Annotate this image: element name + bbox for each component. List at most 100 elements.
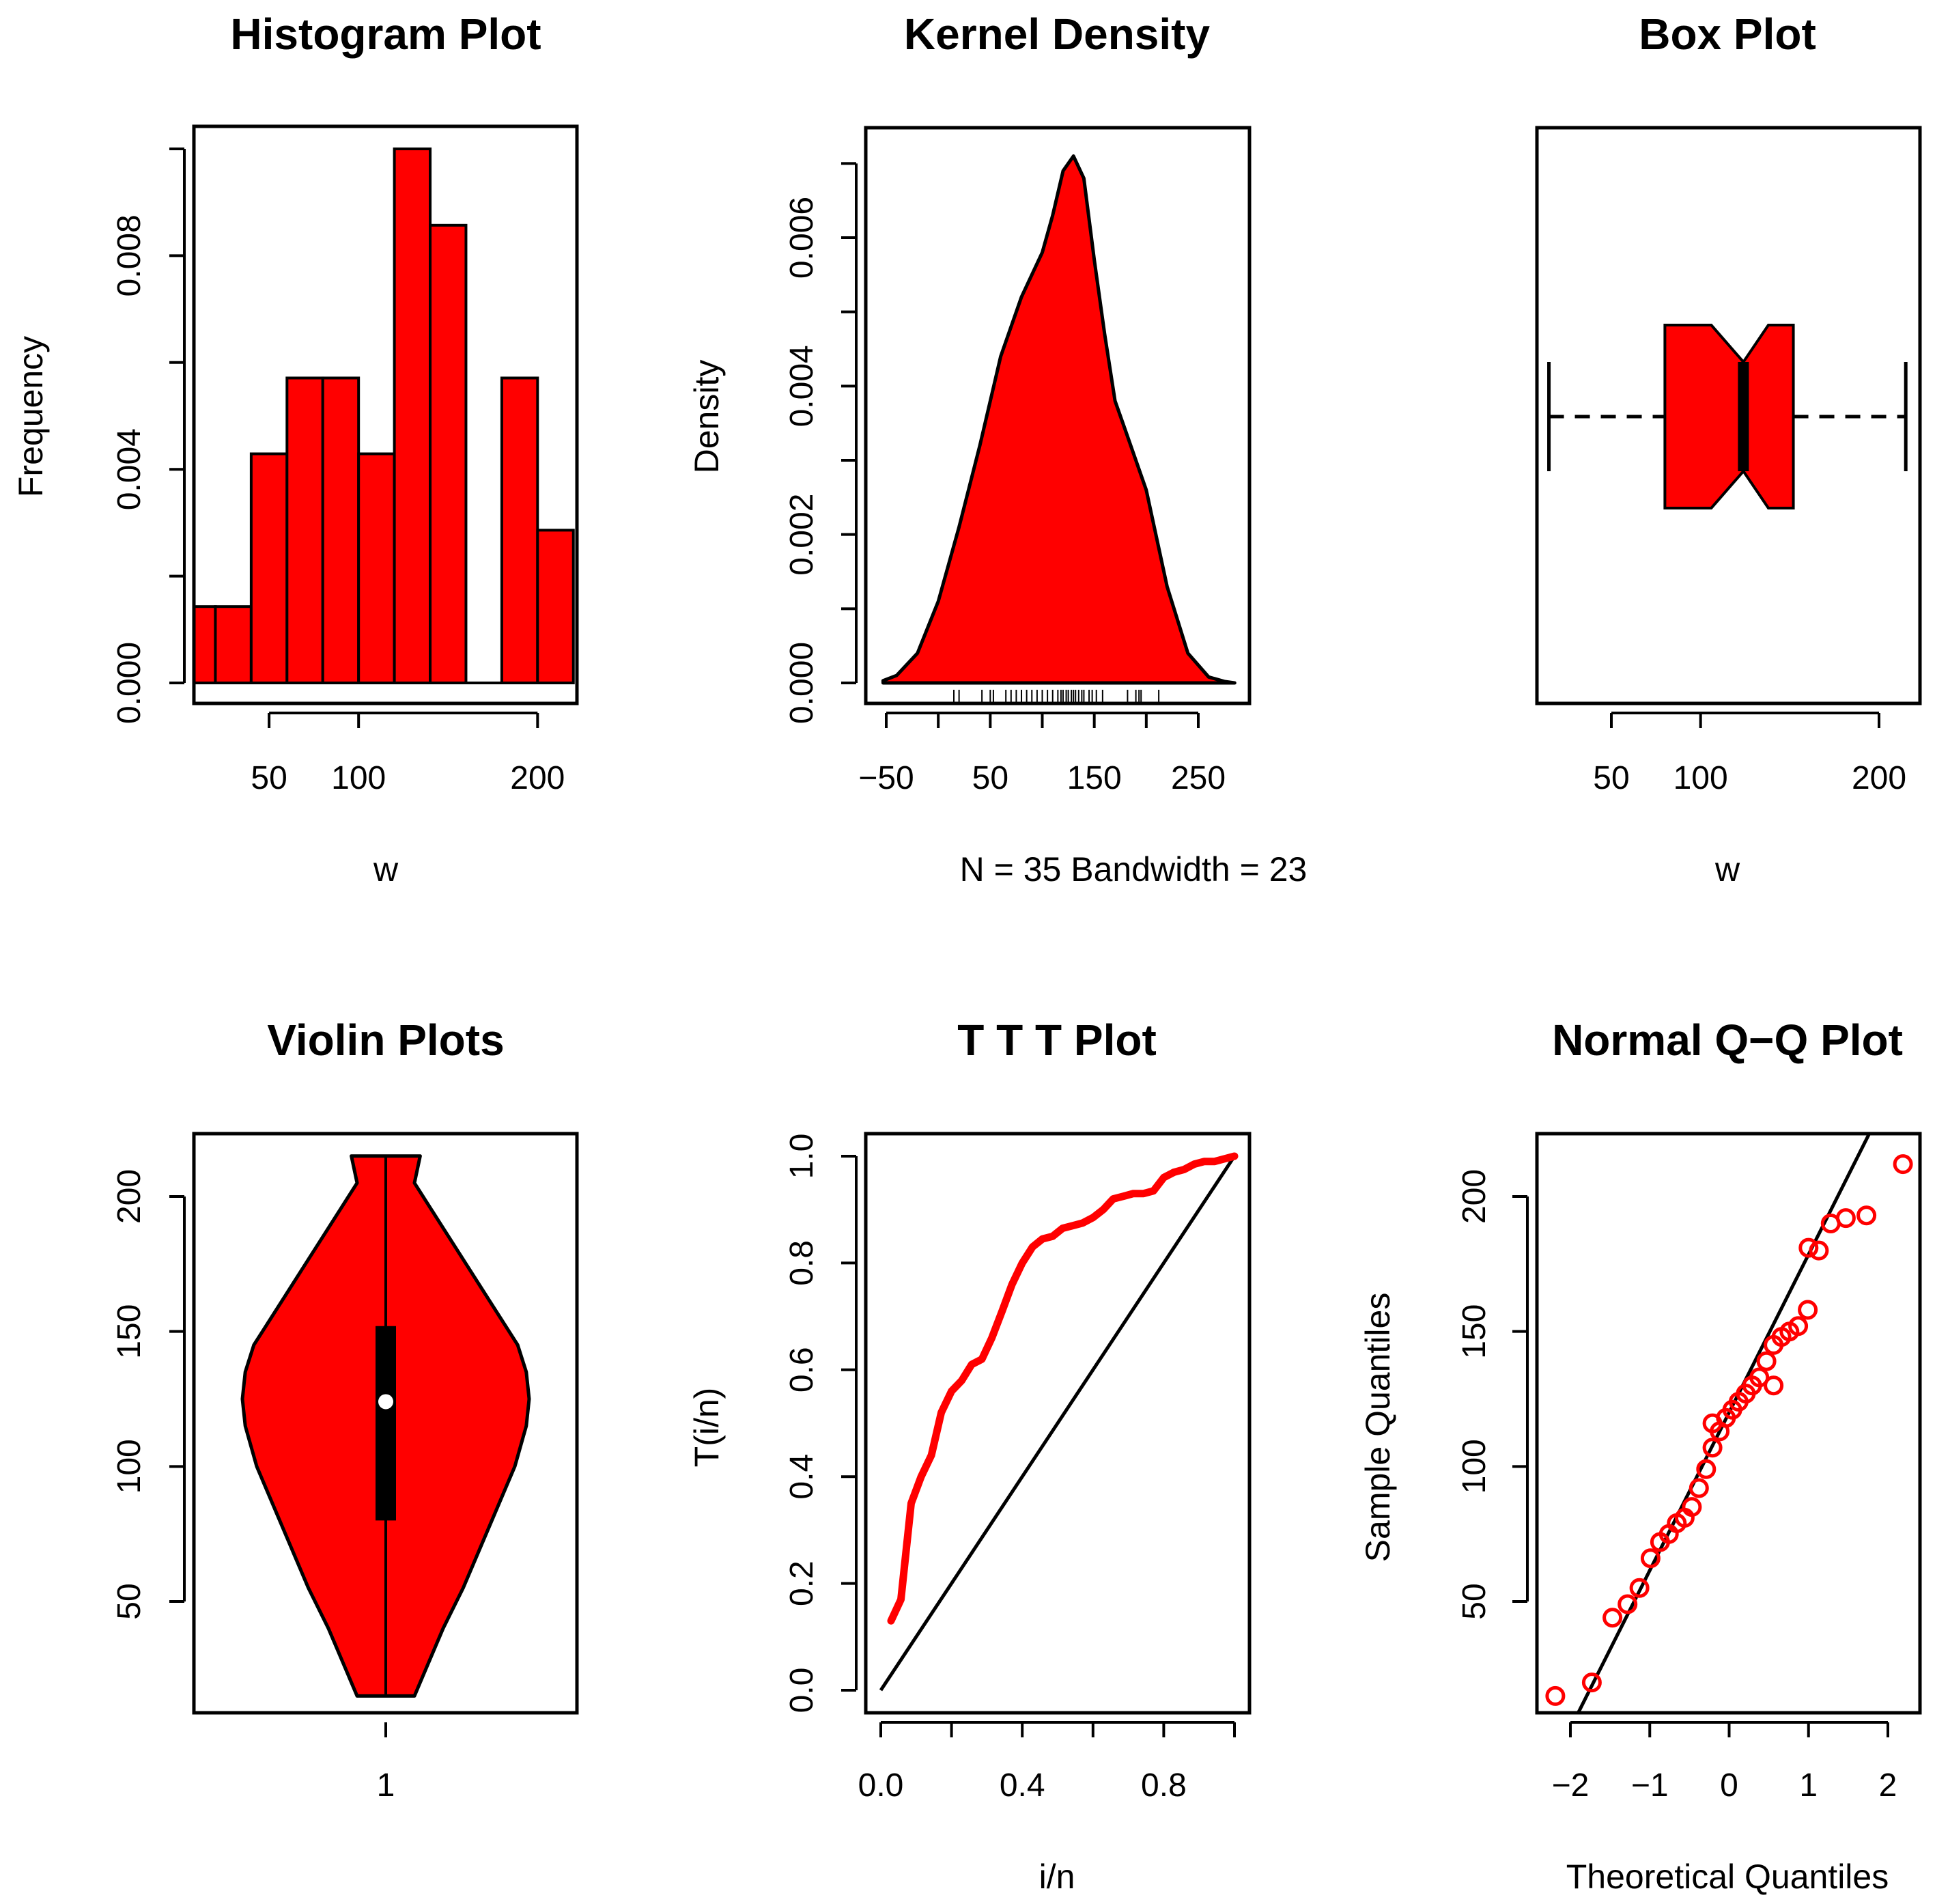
density-curve bbox=[881, 154, 1237, 685]
qq-point bbox=[1798, 1300, 1818, 1320]
qq-point bbox=[1749, 1367, 1770, 1388]
x-tick-label: −1 bbox=[1631, 1767, 1669, 1804]
y-tick-label: 150 bbox=[111, 1304, 147, 1359]
histogram-bar bbox=[249, 452, 289, 684]
y-tick-label: 0.004 bbox=[784, 345, 820, 427]
x-tick-label: 1 bbox=[377, 1767, 395, 1804]
histogram-bar bbox=[500, 376, 539, 685]
plot-frame bbox=[864, 126, 1252, 705]
qq-point bbox=[1893, 1154, 1913, 1175]
qq-point bbox=[1702, 1438, 1723, 1458]
qq-point bbox=[1764, 1375, 1784, 1396]
qq-point bbox=[1798, 1237, 1819, 1258]
qq-panel: Normal Q−Q Plot −2 −1 0 1 2 50 100 150 200 Theoret… bbox=[1359, 1016, 1922, 1896]
histogram-bar bbox=[193, 605, 217, 685]
y-tick-label: 0.4 bbox=[784, 1454, 820, 1500]
x-tick-label: 250 bbox=[1171, 760, 1226, 796]
chart-title: Normal Q−Q Plot bbox=[1552, 1016, 1903, 1065]
y-tick-label: 50 bbox=[1456, 1583, 1493, 1619]
qq-point bbox=[1756, 1351, 1777, 1371]
y-tick-label: 0.8 bbox=[784, 1240, 820, 1286]
qq-point bbox=[1835, 1208, 1856, 1229]
histogram-bar bbox=[214, 605, 253, 685]
x-tick-label: 50 bbox=[1593, 760, 1629, 796]
qq-point bbox=[1581, 1672, 1602, 1693]
chart-title: Kernel Density bbox=[904, 10, 1211, 59]
y-axis-label: Sample Quantiles bbox=[1359, 1293, 1397, 1563]
x-axis-label: N = 35 Bandwidth = 23 bbox=[960, 850, 1308, 888]
y-tick-label: 0.008 bbox=[111, 214, 147, 296]
y-axis-label: Density bbox=[688, 360, 726, 474]
qq-point bbox=[1696, 1459, 1717, 1479]
y-tick-label: 0.000 bbox=[784, 642, 820, 724]
x-tick-label: 150 bbox=[1067, 760, 1122, 796]
qq-point bbox=[1856, 1205, 1877, 1226]
x-axis-label: i/n bbox=[1039, 1858, 1075, 1896]
histogram-panel: Histogram Plot 50 100 200 0.000 0.004 0.008 w Fr… bbox=[12, 10, 579, 888]
violin-median-point bbox=[378, 1394, 393, 1410]
x-axis-label: w bbox=[373, 850, 399, 888]
x-axis-label: Theoretical Quantiles bbox=[1566, 1858, 1889, 1896]
y-tick-label: 1.0 bbox=[784, 1134, 820, 1179]
x-tick-label: 0.0 bbox=[858, 1767, 904, 1804]
x-tick-label: 1 bbox=[1799, 1767, 1818, 1804]
x-tick-label: 0.8 bbox=[1141, 1767, 1187, 1804]
y-tick-label: 150 bbox=[1456, 1304, 1493, 1359]
plot-frame bbox=[1535, 126, 1922, 705]
histogram-bar bbox=[321, 376, 361, 685]
y-tick-label: 200 bbox=[111, 1169, 147, 1224]
ttt-panel: T T T Plot 0.0 0.4 0.8 0.0 0.2 0.4 0.6 0.8 1.0 i/n… bbox=[688, 1016, 1252, 1896]
plot-frame bbox=[192, 1132, 579, 1715]
x-tick-label: 200 bbox=[510, 760, 565, 796]
diagonal-line bbox=[879, 1155, 1237, 1692]
plot-frame bbox=[192, 124, 579, 705]
histogram-bar bbox=[285, 376, 324, 685]
y-tick-label: 200 bbox=[1456, 1169, 1493, 1224]
x-tick-label: −50 bbox=[858, 760, 914, 796]
chart-title: Violin Plots bbox=[267, 1016, 504, 1065]
y-tick-label: 0.004 bbox=[111, 428, 147, 510]
y-tick-label: 50 bbox=[111, 1583, 147, 1619]
qq-point bbox=[1682, 1497, 1702, 1517]
qq-point bbox=[1640, 1548, 1661, 1569]
y-tick-label: 100 bbox=[1456, 1439, 1493, 1494]
boxplot-panel: Box Plot 50 100 200 w bbox=[1535, 10, 1922, 888]
qq-point bbox=[1702, 1413, 1723, 1433]
y-tick-label: 0.0 bbox=[784, 1668, 820, 1713]
qq-point bbox=[1602, 1608, 1623, 1628]
x-axis-label: w bbox=[1714, 850, 1740, 888]
qq-point bbox=[1809, 1240, 1829, 1261]
x-tick-label: 100 bbox=[1673, 760, 1728, 796]
qq-point bbox=[1689, 1478, 1709, 1498]
histogram-bar bbox=[357, 452, 396, 684]
chart-title: Box Plot bbox=[1639, 10, 1816, 59]
qq-point bbox=[1788, 1316, 1809, 1336]
x-tick-label: 50 bbox=[972, 760, 1008, 796]
ttt-curve bbox=[887, 1152, 1239, 1625]
plot-frame bbox=[1535, 1132, 1922, 1715]
histogram-bar bbox=[429, 223, 468, 684]
histogram-bar bbox=[536, 529, 575, 685]
y-tick-label: 0.2 bbox=[784, 1560, 820, 1606]
plot-frame bbox=[864, 1132, 1252, 1715]
y-tick-label: 0.6 bbox=[784, 1347, 820, 1392]
y-tick-label: 0.002 bbox=[784, 494, 820, 576]
chart-title: Histogram Plot bbox=[230, 10, 541, 59]
qq-point bbox=[1545, 1685, 1566, 1706]
y-tick-label: 0.006 bbox=[784, 197, 820, 279]
x-tick-label: 0 bbox=[1720, 1767, 1738, 1804]
x-tick-label: 200 bbox=[1852, 760, 1906, 796]
y-axis-label: T(i/n) bbox=[688, 1388, 726, 1468]
qq-point bbox=[1629, 1578, 1650, 1598]
x-tick-label: 2 bbox=[1879, 1767, 1897, 1804]
chart-title: T T T Plot bbox=[957, 1016, 1157, 1065]
y-axis-label: Frequency bbox=[12, 336, 50, 497]
y-tick-label: 100 bbox=[111, 1439, 147, 1494]
x-tick-label: 50 bbox=[251, 760, 287, 796]
x-tick-label: −2 bbox=[1552, 1767, 1590, 1804]
violin-iqr-box bbox=[376, 1326, 396, 1521]
histogram-bar bbox=[393, 148, 432, 684]
y-tick-label: 0.000 bbox=[111, 642, 147, 724]
